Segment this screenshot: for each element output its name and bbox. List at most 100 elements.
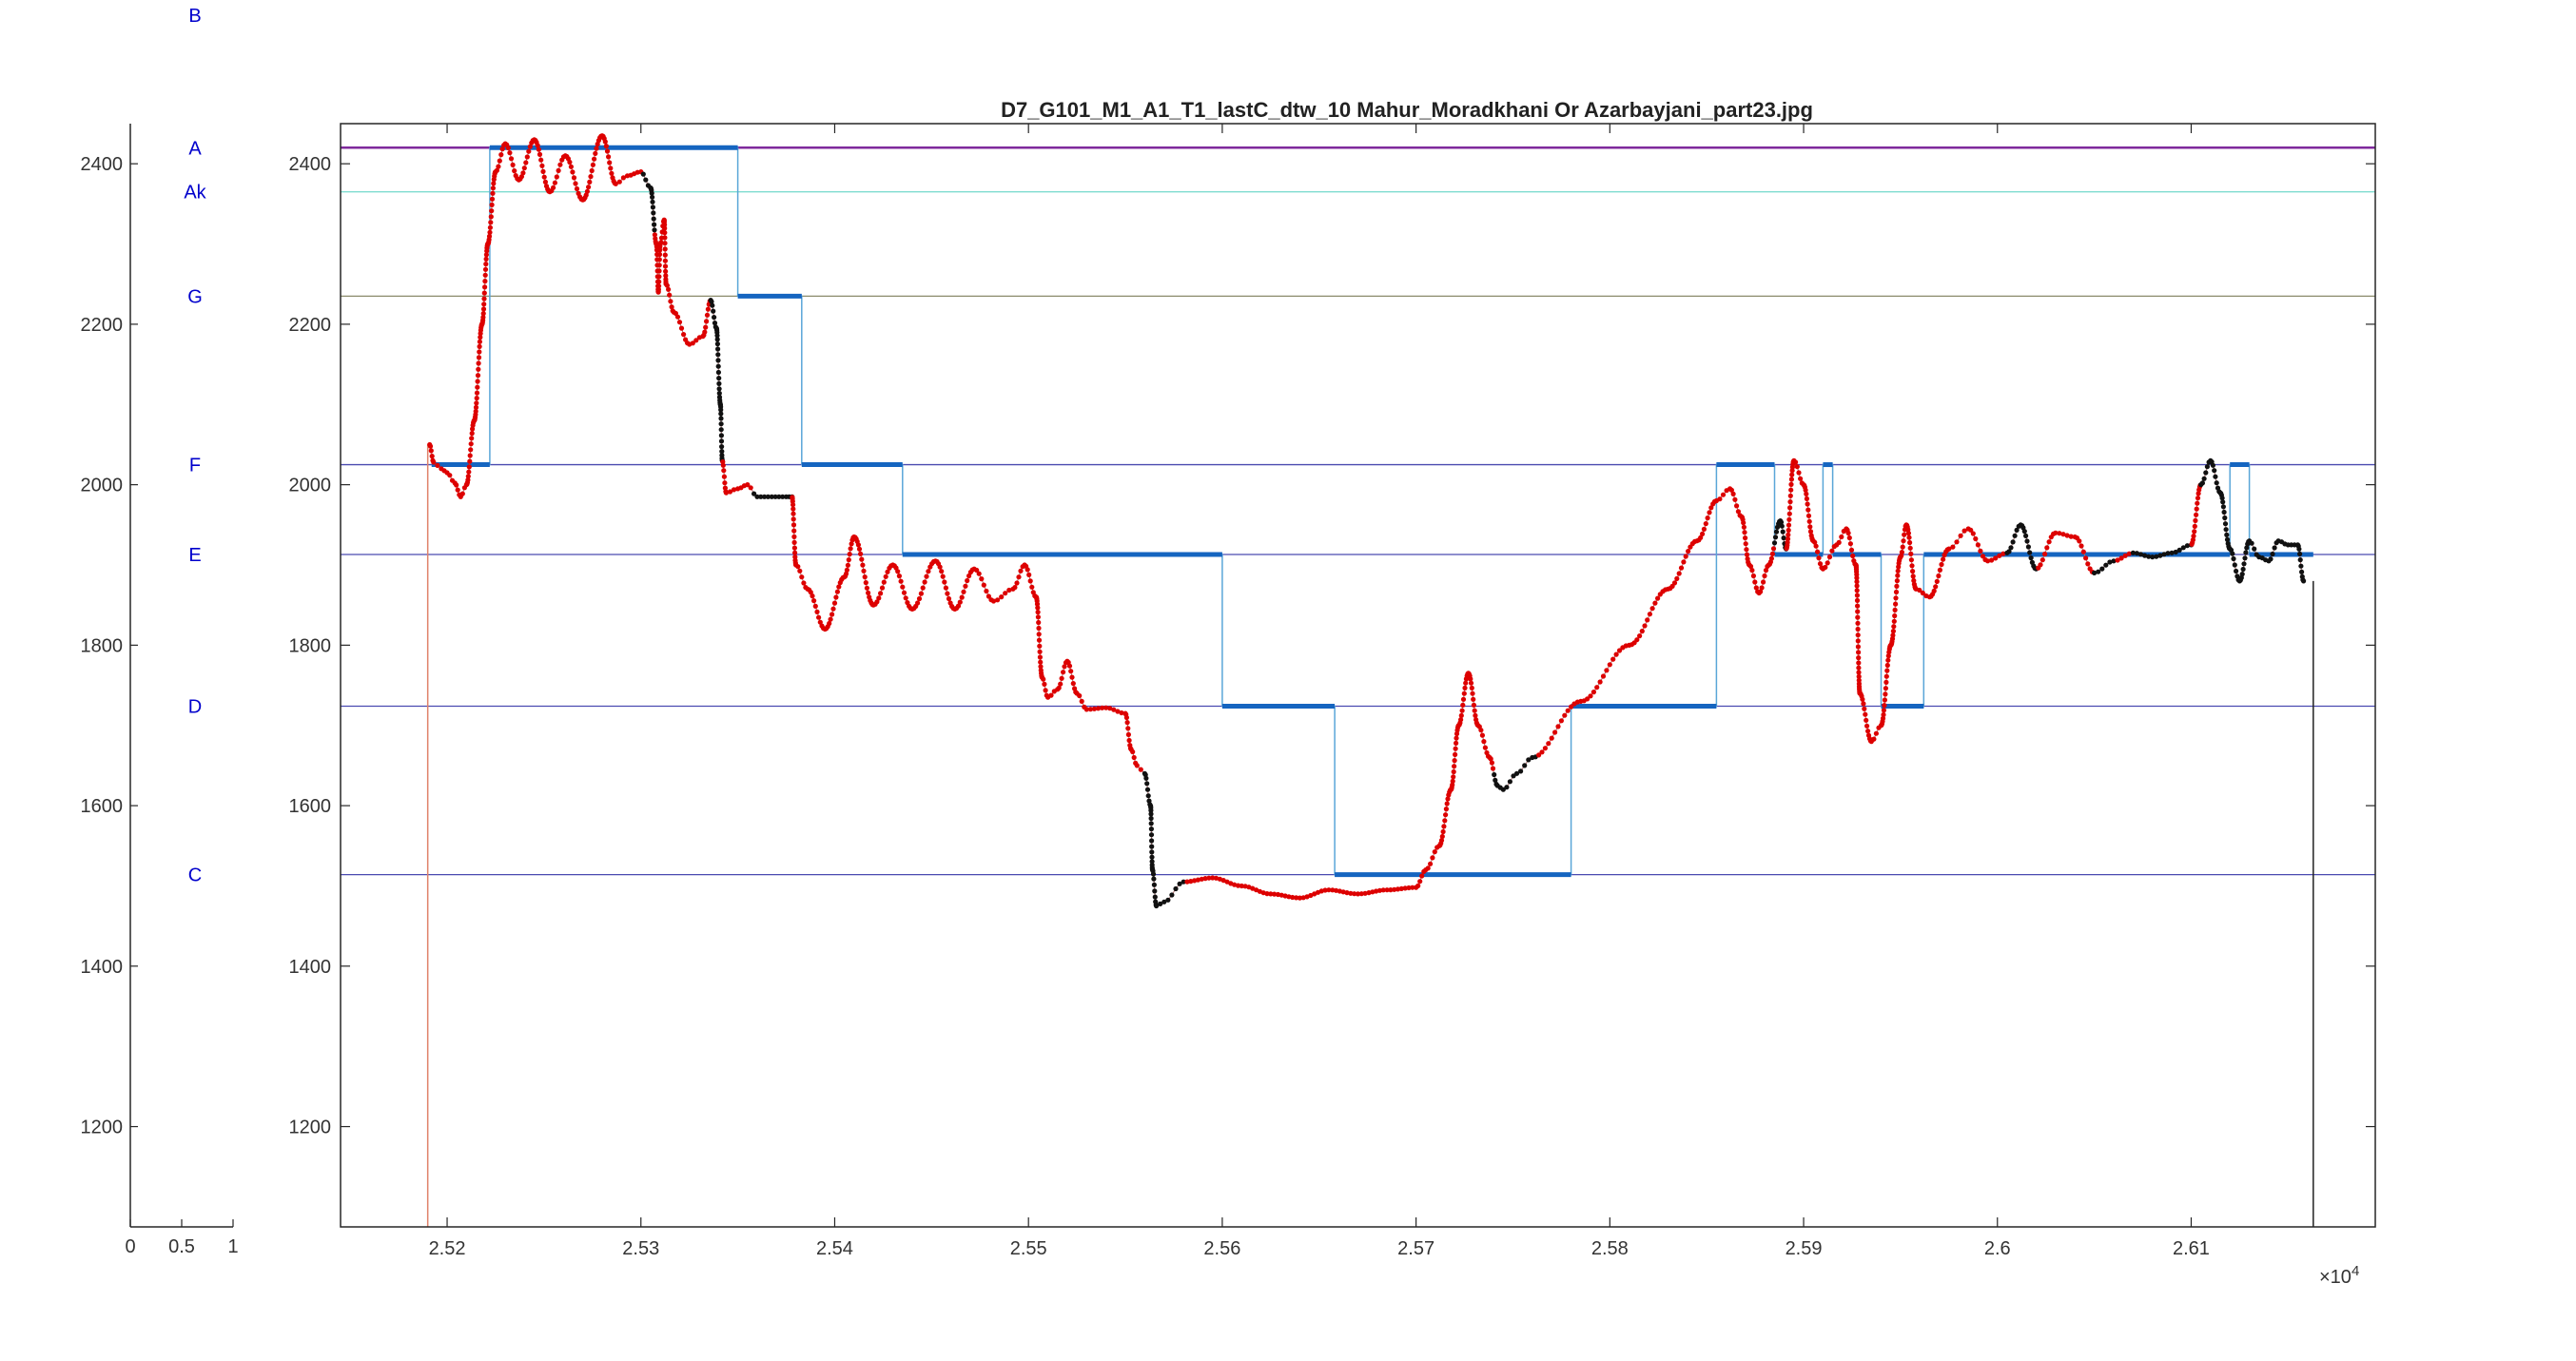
note-axis-y-tick-label: 1800 [81, 635, 124, 656]
pitch-point [2270, 551, 2275, 557]
pitch-point [986, 593, 991, 599]
pitch-point [1807, 529, 1814, 535]
pitch-point [1035, 605, 1041, 611]
pitch-point [1442, 818, 1448, 824]
pitch-point [1453, 751, 1458, 758]
pitch-point [1780, 529, 1786, 535]
pitch-point [866, 590, 871, 596]
pitch-point [1885, 653, 1891, 659]
pitch-point [943, 585, 949, 591]
pitch-point [716, 380, 722, 386]
pitch-point [510, 162, 516, 167]
pitch-point [1681, 559, 1687, 565]
pitch-point [1549, 735, 1554, 741]
main-x-tick-label: 2.6 [1984, 1238, 2011, 1259]
pitch-point [477, 343, 482, 349]
pitch-point [1773, 529, 1780, 535]
pitch-point [489, 208, 495, 214]
pitch-point [1149, 859, 1155, 865]
pitch-point [1173, 885, 1179, 892]
pitch-point [1770, 546, 1777, 552]
pitch-point [1450, 782, 1455, 787]
pitch-point [955, 603, 962, 609]
pitch-point [920, 585, 926, 591]
pitch-point [1235, 883, 1241, 888]
pitch-point [1789, 472, 1795, 477]
main-y-tick-label: 2400 [289, 154, 332, 175]
main-x-tick-label: 2.61 [2173, 1238, 2210, 1259]
pitch-point [481, 290, 487, 296]
pitch-point [705, 306, 712, 312]
pitch-point [489, 202, 495, 207]
note-label-f: F [189, 456, 201, 476]
pitch-point [556, 167, 561, 173]
pitch-point [1539, 749, 1545, 755]
pitch-point [1294, 895, 1299, 901]
pitch-point [1815, 549, 1821, 554]
pitch-point [1471, 702, 1476, 709]
pitch-point [1771, 540, 1778, 546]
pitch-point [2214, 480, 2219, 486]
pitch-point [2222, 521, 2229, 527]
pitch-point [1144, 787, 1151, 792]
pitch-point [1826, 554, 1833, 560]
pitch-point [1444, 801, 1450, 807]
pitch-point [1014, 580, 1020, 586]
pitch-point [1920, 590, 1925, 596]
pitch-point [1642, 623, 1648, 629]
pitch-point [2078, 543, 2084, 549]
pitch-point [1778, 519, 1785, 525]
pitch-point [1125, 726, 1131, 731]
pitch-point [1463, 680, 1469, 686]
pitch-point [1647, 612, 1652, 617]
pitch-point [1786, 522, 1792, 528]
pitch-point [1035, 610, 1041, 615]
pitch-point [810, 593, 815, 599]
pitch-point [1453, 746, 1458, 751]
pitch-point [1871, 736, 1877, 742]
pitch-point [1855, 638, 1861, 644]
pitch-point [1526, 757, 1532, 763]
pitch-point [984, 588, 989, 594]
pitch-point [1817, 561, 1824, 567]
pitch-point [827, 620, 832, 627]
pitch-point [2165, 551, 2171, 556]
pitch-point [490, 185, 497, 191]
pitch-point [945, 591, 950, 596]
pitch-point [589, 167, 595, 174]
pitch-point [926, 569, 931, 574]
pitch-point [1460, 702, 1466, 709]
pitch-point [2194, 512, 2199, 517]
pitch-point [609, 170, 615, 176]
pitch-point [1862, 706, 1867, 711]
pitch-point [2244, 545, 2250, 551]
pitch-point [2060, 532, 2066, 537]
pitch-point [976, 571, 982, 576]
pitch-point [1885, 657, 1891, 663]
pitch-point [817, 619, 823, 625]
pitch-point [1027, 578, 1033, 584]
pitch-point [999, 594, 1005, 600]
pitch-point [727, 489, 733, 495]
pitch-point [1717, 496, 1723, 502]
pitch-point [1038, 664, 1044, 670]
pitch-point [1905, 531, 1911, 536]
pitch-point [2238, 574, 2244, 581]
pitch-point [1018, 568, 1024, 574]
pitch-point [1264, 891, 1270, 897]
pitch-point [2025, 544, 2031, 550]
pitch-point [570, 169, 576, 175]
pitch-point [1493, 777, 1498, 784]
pitch-point [2014, 527, 2020, 534]
pitch-point [466, 464, 472, 470]
pitch-point [1865, 729, 1871, 734]
pitch-point [1439, 833, 1445, 840]
pitch-point [666, 286, 672, 292]
pitch-point [1786, 511, 1792, 516]
pitch-point [1854, 588, 1860, 593]
pitch-point [1344, 890, 1350, 896]
pitch-point [2057, 531, 2062, 536]
pitch-point [2296, 546, 2302, 552]
pitch-point [1087, 707, 1093, 712]
pitch-point [2191, 534, 2196, 539]
